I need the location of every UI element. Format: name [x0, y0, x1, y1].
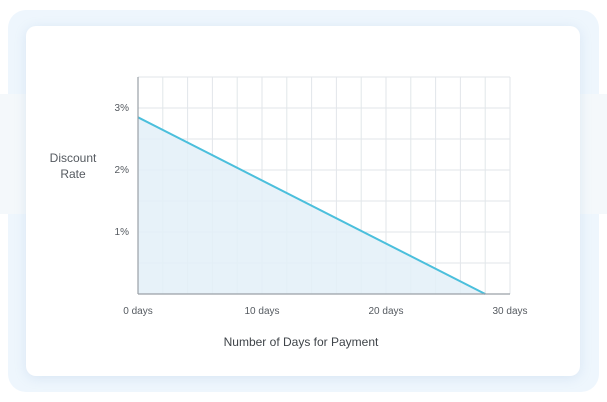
x-tick-labels: 0 days 10 days 20 days 30 days — [123, 306, 527, 317]
x-tick-label: 10 days — [244, 306, 279, 317]
y-tick-label: 2% — [115, 165, 130, 176]
y-tick-label: 1% — [115, 227, 130, 238]
y-axis-label-line-1: Discount — [50, 151, 97, 165]
x-tick-label: 30 days — [492, 306, 527, 317]
y-axis-label-line-2: Rate — [60, 167, 86, 181]
y-tick-labels: 1% 2% 3% — [115, 103, 130, 238]
x-tick-label: 20 days — [368, 306, 403, 317]
x-tick-label: 0 days — [123, 306, 152, 317]
y-tick-label: 3% — [115, 103, 130, 114]
chart-axes — [137, 77, 510, 295]
x-axis-label: Number of Days for Payment — [224, 335, 379, 349]
discount-line — [137, 116, 486, 295]
